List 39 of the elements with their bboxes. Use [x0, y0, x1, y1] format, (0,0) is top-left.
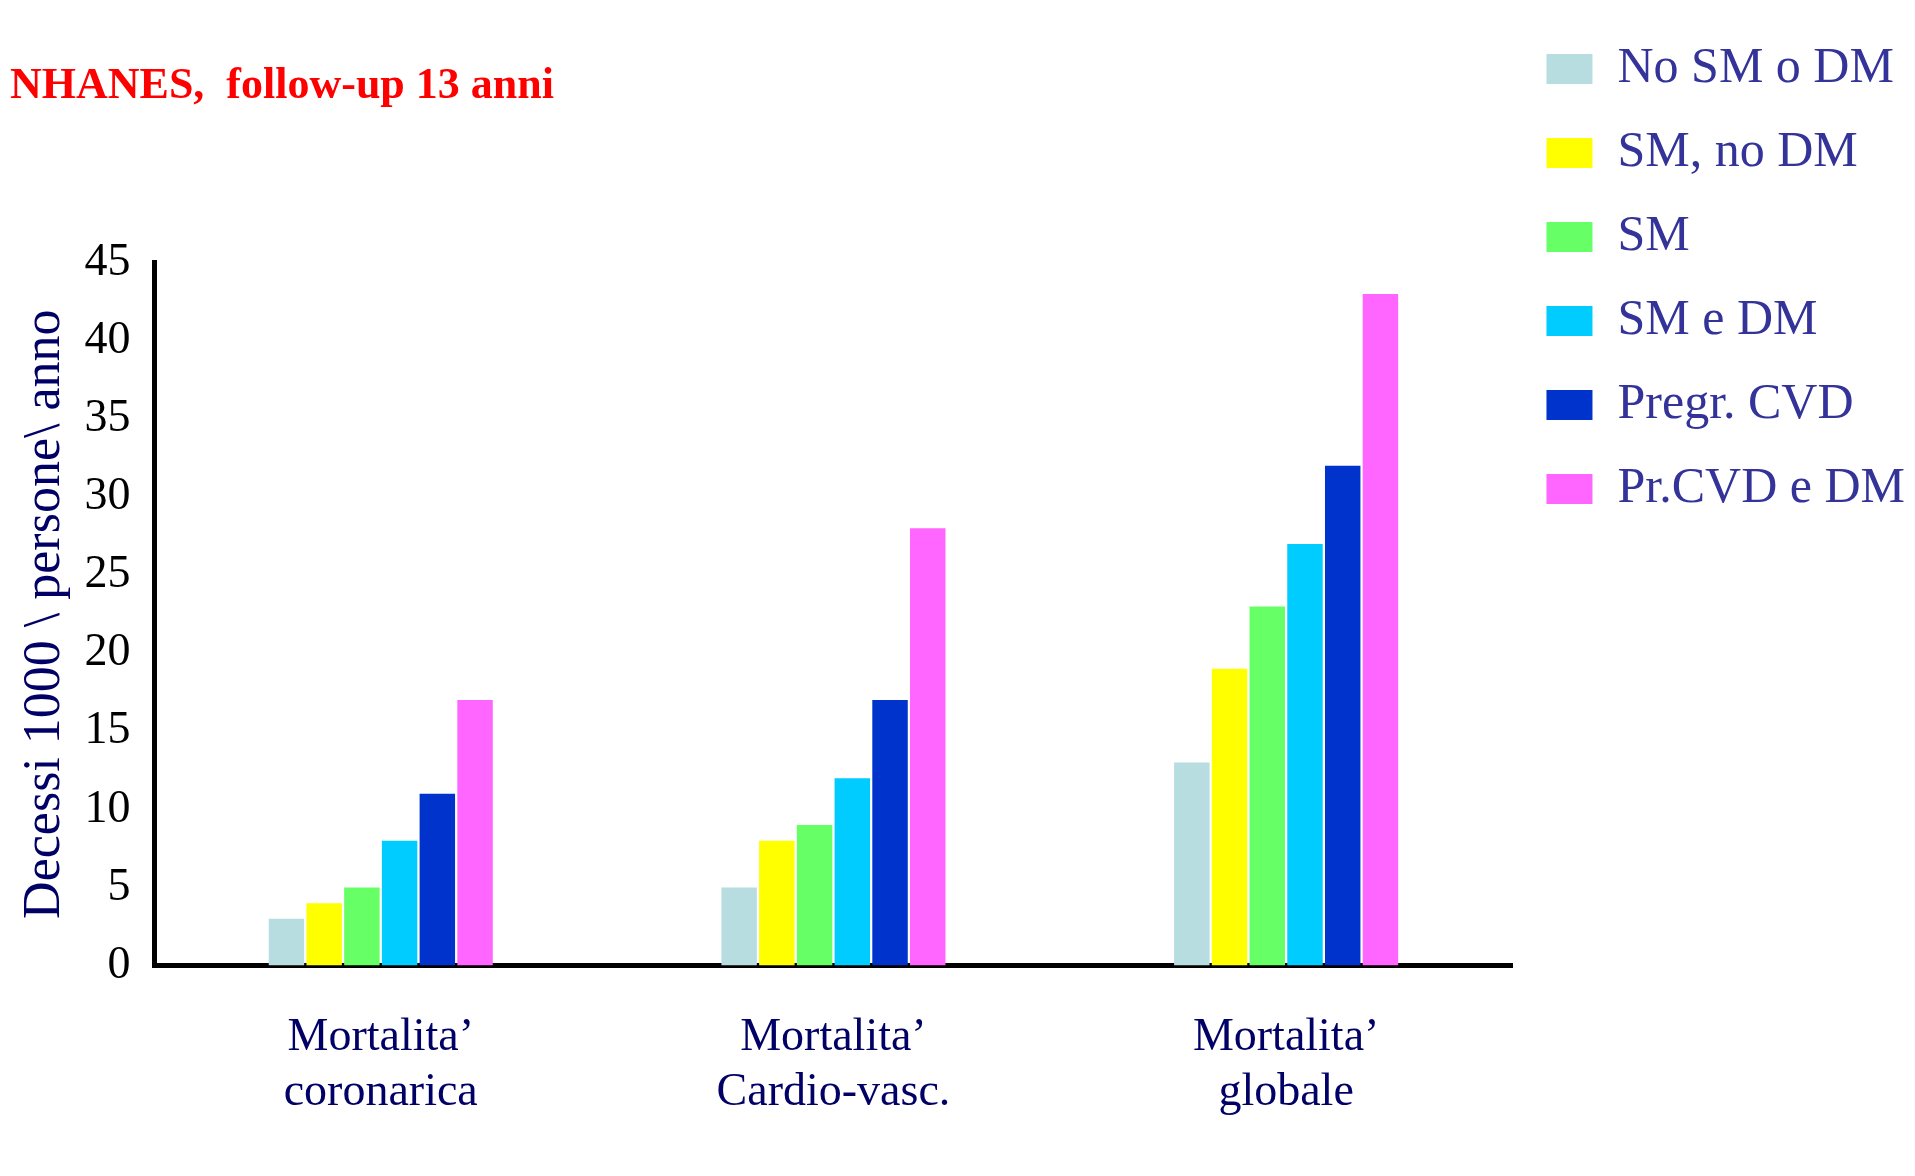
- y-tick-label: 45: [84, 233, 131, 285]
- x-tick-label: Mortalita’ coronarica: [283, 1009, 478, 1116]
- y-tick-label: 10: [84, 780, 131, 832]
- y-tick-label: 40: [84, 311, 131, 363]
- y-axis-title: Decessi 1000 \ persone\ anno: [12, 309, 70, 919]
- bar: [872, 700, 908, 966]
- bar: [419, 793, 456, 966]
- legend-label: SM: [1617, 205, 1690, 262]
- x-tick-label: Mortalita’ globale: [1192, 1009, 1380, 1116]
- y-tick-label: 20: [84, 624, 131, 676]
- bar: [306, 903, 342, 966]
- bar: [1362, 294, 1399, 966]
- bar: [381, 840, 418, 966]
- bar: [1174, 762, 1210, 966]
- legend-label: SM e DM: [1617, 289, 1818, 346]
- bar: [1287, 543, 1323, 966]
- bar: [834, 778, 871, 966]
- legend-label: SM, no DM: [1617, 121, 1858, 178]
- chart-title: NHANES, follow-up 13 anni: [10, 58, 555, 108]
- legend-label: No SM o DM: [1617, 37, 1894, 94]
- bar: [910, 528, 946, 966]
- bar: [457, 700, 493, 966]
- bar: [344, 887, 380, 966]
- bar: [1211, 668, 1248, 966]
- y-tick-label: 5: [107, 858, 131, 910]
- y-tick-label: 30: [84, 468, 131, 520]
- bar: [268, 918, 305, 966]
- y-tick-label: 0: [107, 936, 131, 988]
- y-tick-label: 15: [84, 702, 131, 754]
- bar: [721, 887, 757, 966]
- bar: [1249, 606, 1285, 966]
- legend-label: Pr.CVD e DM: [1617, 457, 1906, 514]
- x-tick-label: Mortalita’ Cardio-vasc.: [716, 1009, 951, 1116]
- bar: [796, 825, 833, 966]
- legend-label: Pregr. CVD: [1617, 373, 1854, 430]
- bar: [759, 840, 795, 966]
- y-tick-label: 35: [84, 390, 131, 442]
- bar: [1324, 465, 1361, 966]
- y-tick-label: 25: [84, 546, 131, 598]
